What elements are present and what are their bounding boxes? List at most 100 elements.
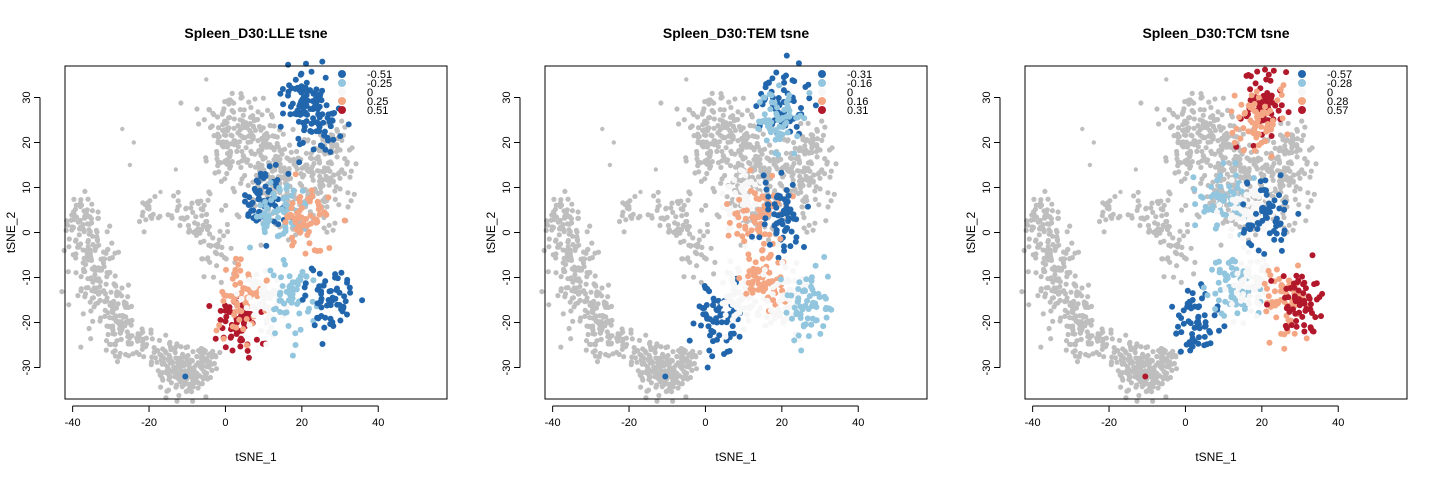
background-point: [1212, 164, 1218, 170]
background-point: [1133, 167, 1139, 172]
background-point: [1281, 214, 1287, 221]
background-point: [1265, 166, 1272, 172]
background-point: [581, 249, 587, 255]
background-point: [728, 104, 734, 111]
data-point: [327, 149, 334, 155]
background-point: [287, 142, 293, 148]
background-point: [599, 285, 605, 291]
data-point: [1274, 97, 1281, 104]
background-point: [611, 140, 616, 145]
background-point: [267, 175, 273, 181]
background-point: [166, 352, 172, 358]
background-point: [779, 183, 785, 189]
background-point: [686, 189, 692, 195]
background-point: [587, 223, 593, 229]
data-point: [316, 283, 323, 290]
background-point: [587, 302, 594, 308]
background-point: [139, 339, 146, 345]
data-point: [230, 298, 237, 304]
data-point: [774, 104, 780, 111]
background-point: [1308, 168, 1314, 174]
background-point: [147, 198, 153, 204]
background-point: [708, 132, 714, 138]
background-point: [85, 285, 91, 291]
background-point: [812, 220, 818, 226]
background-point: [337, 186, 343, 192]
background-point: [346, 147, 353, 153]
background-point: [704, 157, 711, 163]
data-point: [743, 311, 750, 318]
background-point: [126, 318, 132, 324]
background-point: [185, 359, 191, 365]
data-point: [246, 276, 253, 283]
background-point: [1042, 291, 1049, 297]
background-point: [799, 204, 805, 210]
background-point: [1294, 126, 1300, 133]
background-point: [648, 347, 654, 353]
background-point: [299, 183, 305, 189]
background-point: [86, 325, 92, 332]
data-point: [724, 201, 730, 207]
data-point: [762, 231, 768, 238]
background-point: [175, 198, 181, 204]
background-point: [1114, 359, 1120, 365]
background-point: [1055, 289, 1061, 295]
data-point: [299, 96, 306, 103]
background-point: [1224, 133, 1230, 139]
background-point: [620, 342, 626, 349]
background-point: [1125, 366, 1131, 372]
data-point: [292, 171, 299, 178]
y-tick-label: 10: [21, 181, 33, 193]
background-point: [1306, 147, 1313, 153]
data-point: [780, 243, 787, 250]
data-point: [797, 303, 804, 310]
data-point: [248, 289, 255, 296]
background-point: [1286, 222, 1292, 228]
data-point: [337, 133, 344, 140]
background-point: [574, 243, 580, 249]
background-point: [210, 274, 217, 280]
data-point: [749, 278, 756, 285]
background-point: [732, 151, 738, 157]
data-point: [268, 325, 275, 331]
data-point: [789, 77, 796, 84]
background-point: [726, 133, 732, 139]
background-point: [218, 160, 224, 166]
background-point: [203, 155, 209, 161]
y-tick-label: -20: [21, 315, 33, 331]
background-point: [651, 193, 657, 199]
data-point: [295, 276, 302, 283]
data-point: [220, 335, 227, 342]
background-point: [114, 359, 121, 365]
data-point: [705, 323, 712, 330]
background-point: [1088, 322, 1094, 328]
data-point: [1227, 215, 1234, 222]
data-point: [828, 306, 835, 313]
background-point: [212, 353, 218, 359]
y-tick-label: 0: [21, 229, 33, 235]
data-point: [303, 60, 309, 67]
data-point: [256, 190, 263, 197]
background-point: [344, 161, 350, 167]
background-point: [224, 157, 230, 163]
data-point: [736, 333, 743, 340]
background-point: [1208, 139, 1214, 145]
background-point: [217, 349, 223, 356]
background-point: [640, 355, 647, 361]
data-point: [752, 201, 759, 208]
background-point: [719, 176, 725, 182]
background-point: [160, 377, 166, 383]
background-point: [1049, 288, 1055, 294]
background-point: [740, 143, 746, 149]
background-point: [195, 200, 201, 207]
background-point: [791, 160, 797, 167]
background-point: [83, 248, 89, 254]
background-point: [1041, 269, 1047, 275]
data-point: [808, 278, 815, 284]
background-point: [774, 166, 780, 172]
background-point: [1133, 344, 1139, 350]
x-tick-label: -20: [141, 417, 157, 429]
background-point: [1279, 179, 1285, 185]
background-point: [810, 132, 816, 138]
background-point: [1159, 256, 1165, 262]
